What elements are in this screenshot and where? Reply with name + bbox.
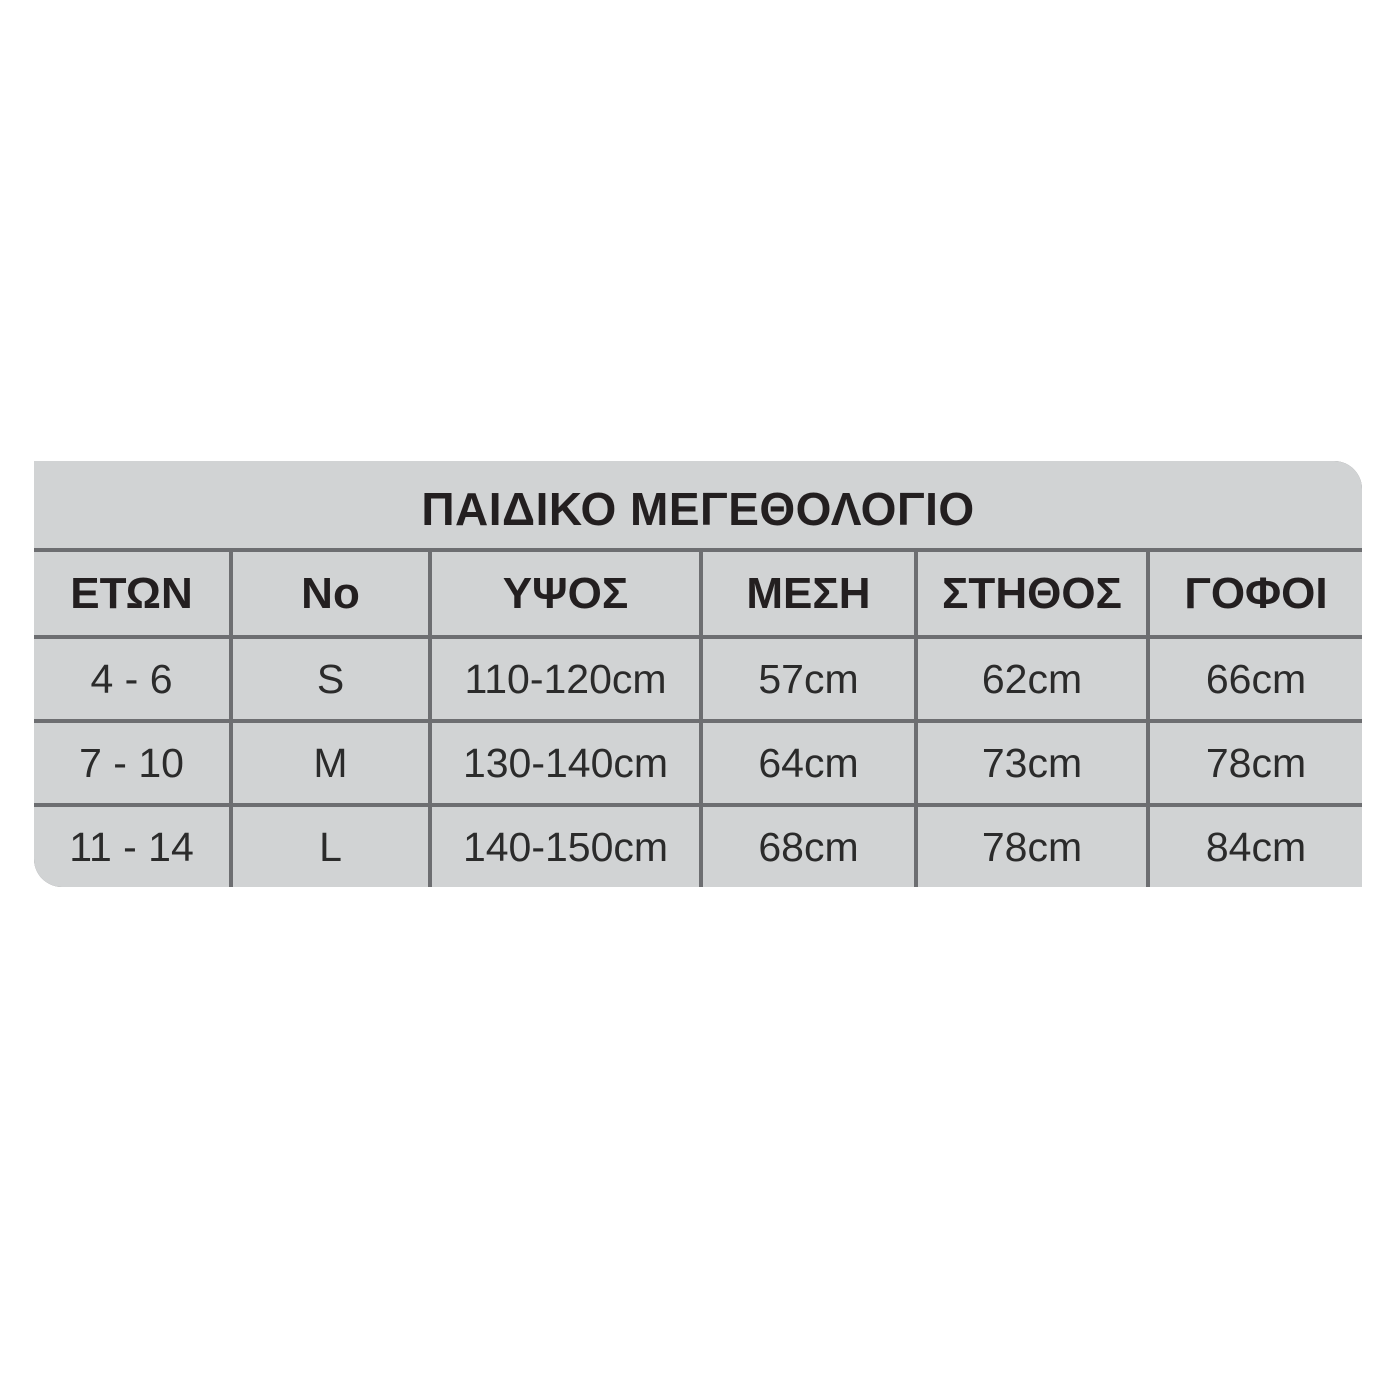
table-cell: 73cm <box>918 723 1146 803</box>
table-cell: 7 - 10 <box>34 723 229 803</box>
table-cell: 64cm <box>703 723 914 803</box>
column-header: ΜΕΣΗ <box>703 552 914 635</box>
table-cell: 78cm <box>1150 723 1362 803</box>
column-header: ΣΤΗΘΟΣ <box>918 552 1146 635</box>
table-cell: M <box>233 723 428 803</box>
table-cell: 140-150cm <box>432 807 699 887</box>
table-cell: L <box>233 807 428 887</box>
table-cell: 4 - 6 <box>34 639 229 719</box>
table-cell: 66cm <box>1150 639 1362 719</box>
column-header: No <box>233 552 428 635</box>
table-cell: 130-140cm <box>432 723 699 803</box>
column-header: ΓΟΦΟΙ <box>1150 552 1362 635</box>
table-cell: 110-120cm <box>432 639 699 719</box>
table-cell: 57cm <box>703 639 914 719</box>
table-cell: 78cm <box>918 807 1146 887</box>
size-chart-table: ΠΑΙΔΙΚΟ ΜΕΓΕΘΟΛΟΓΙΟ ΕΤΩΝ No ΥΨΟΣ ΜΕΣΗ ΣΤΗΘΟΣ… <box>34 461 1362 887</box>
chart-title: ΠΑΙΔΙΚΟ ΜΕΓΕΘΟΛΟΓΙΟ <box>34 461 1362 548</box>
table-cell: 84cm <box>1150 807 1362 887</box>
table-cell: 11 - 14 <box>34 807 229 887</box>
column-header: ΕΤΩΝ <box>34 552 229 635</box>
column-header: ΥΨΟΣ <box>432 552 699 635</box>
table-cell: S <box>233 639 428 719</box>
table-cell: 62cm <box>918 639 1146 719</box>
table-cell: 68cm <box>703 807 914 887</box>
